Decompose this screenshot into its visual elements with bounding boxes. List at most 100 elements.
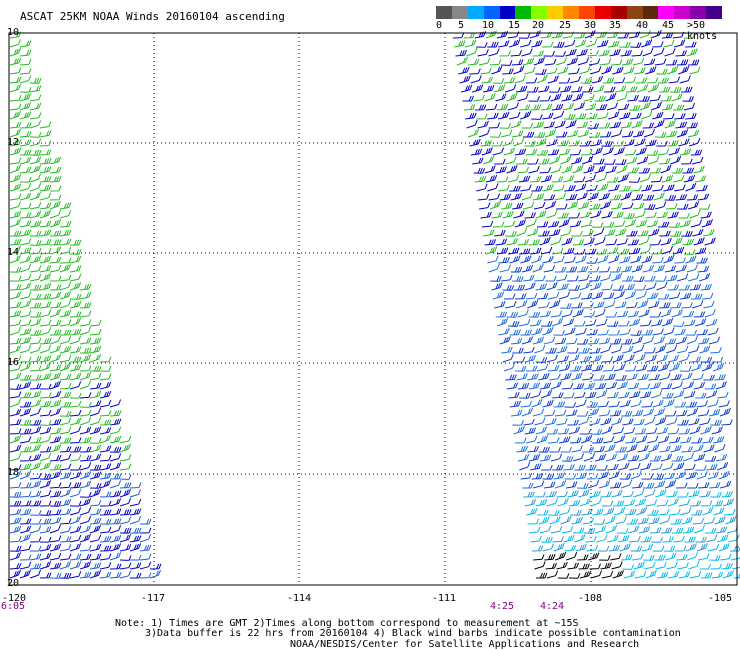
wind-barb	[59, 246, 72, 255]
wind-barb	[498, 328, 510, 336]
wind-barb	[551, 103, 564, 111]
wind-barb	[689, 137, 701, 147]
wind-barb	[79, 544, 92, 552]
wind-barb	[572, 309, 584, 318]
wind-barb	[119, 488, 131, 498]
wind-barb	[589, 203, 601, 210]
wind-barb	[597, 112, 609, 120]
wind-barb	[69, 543, 82, 552]
wind-barb	[699, 203, 711, 210]
wind-barb	[130, 554, 142, 561]
wind-barb	[109, 498, 122, 507]
wind-barb	[109, 399, 122, 408]
wind-barb	[9, 517, 22, 525]
note-line-3: NOAA/NESDIS/Center for Satellite Applica…	[290, 639, 640, 650]
wind-barb	[644, 347, 656, 354]
wind-barb	[687, 551, 699, 561]
wind-barb	[29, 453, 42, 462]
wind-barb	[622, 275, 634, 282]
wind-barb	[590, 429, 603, 435]
wind-barb	[652, 474, 665, 480]
wind-barb	[524, 354, 536, 363]
wind-barb	[685, 182, 697, 192]
wind-barb	[681, 302, 693, 309]
wind-barb	[589, 275, 601, 282]
legend-label: 20	[532, 20, 545, 31]
wind-barb	[39, 149, 52, 156]
wind-barb	[529, 30, 541, 39]
wind-barb	[675, 264, 687, 273]
wind-barb	[531, 473, 544, 480]
wind-barb	[19, 75, 32, 84]
wind-barb	[634, 284, 647, 291]
wind-barb	[39, 461, 51, 471]
wind-barb	[557, 140, 569, 147]
wind-barb	[546, 67, 558, 75]
wind-barb	[524, 498, 537, 507]
wind-barb	[69, 317, 81, 327]
wind-barb	[651, 463, 663, 471]
wind-barb	[699, 273, 711, 282]
wind-barb	[532, 336, 545, 345]
wind-barb	[536, 221, 549, 228]
wind-barb	[59, 336, 72, 345]
wind-barb	[633, 276, 645, 282]
wind-barb	[685, 41, 697, 48]
wind-barb	[578, 563, 590, 570]
wind-barb	[524, 282, 536, 291]
wind-barb	[630, 330, 642, 336]
wind-barb	[697, 265, 710, 273]
wind-barb	[560, 156, 572, 165]
wind-barb	[568, 140, 580, 147]
wind-barb	[620, 49, 632, 57]
wind-barb	[524, 212, 536, 219]
wind-barb	[657, 148, 670, 156]
wind-barb	[565, 266, 578, 273]
wind-barb	[657, 435, 670, 444]
wind-barb	[99, 562, 112, 570]
wind-barb	[675, 194, 688, 201]
wind-barb	[685, 329, 697, 336]
legend-label: 10	[482, 20, 495, 31]
wind-barb	[572, 453, 584, 462]
wind-barb	[119, 534, 132, 543]
wind-barb	[109, 563, 122, 570]
wind-barb	[493, 84, 506, 93]
wind-barb	[586, 184, 598, 192]
wind-barb	[663, 327, 675, 336]
wind-barb	[69, 515, 81, 525]
wind-barb	[572, 92, 584, 102]
wind-barb	[462, 95, 474, 102]
wind-barb	[597, 400, 609, 408]
wind-barb	[129, 527, 142, 534]
wind-barb	[79, 462, 92, 471]
wind-barb	[39, 176, 52, 183]
wind-barb	[579, 281, 591, 291]
wind-barb	[513, 137, 525, 147]
wind-barb	[49, 319, 62, 327]
wind-barb	[79, 326, 91, 336]
wind-barb	[29, 240, 42, 246]
wind-barb	[488, 48, 500, 57]
wind-barb	[19, 220, 32, 228]
wind-barb	[588, 58, 601, 66]
wind-barb	[623, 570, 636, 579]
wind-barb	[593, 85, 605, 93]
wind-barb	[70, 464, 82, 471]
wind-barb	[674, 184, 686, 192]
wind-barb	[508, 392, 520, 399]
map-title: ASCAT 25KM NOAA Winds 20160104 ascending	[20, 10, 285, 23]
wind-barb	[634, 353, 646, 363]
wind-barb	[109, 480, 122, 489]
wind-barb	[79, 337, 92, 345]
wind-barb	[683, 102, 696, 111]
wind-barb	[19, 500, 32, 507]
wind-barb	[119, 435, 132, 444]
wind-barb	[640, 391, 652, 399]
wind-barb	[691, 509, 703, 516]
wind-barb	[604, 373, 616, 381]
wind-barb	[19, 139, 32, 147]
wind-barb	[99, 373, 112, 381]
wind-barb	[69, 301, 82, 309]
wind-barb	[622, 202, 634, 210]
